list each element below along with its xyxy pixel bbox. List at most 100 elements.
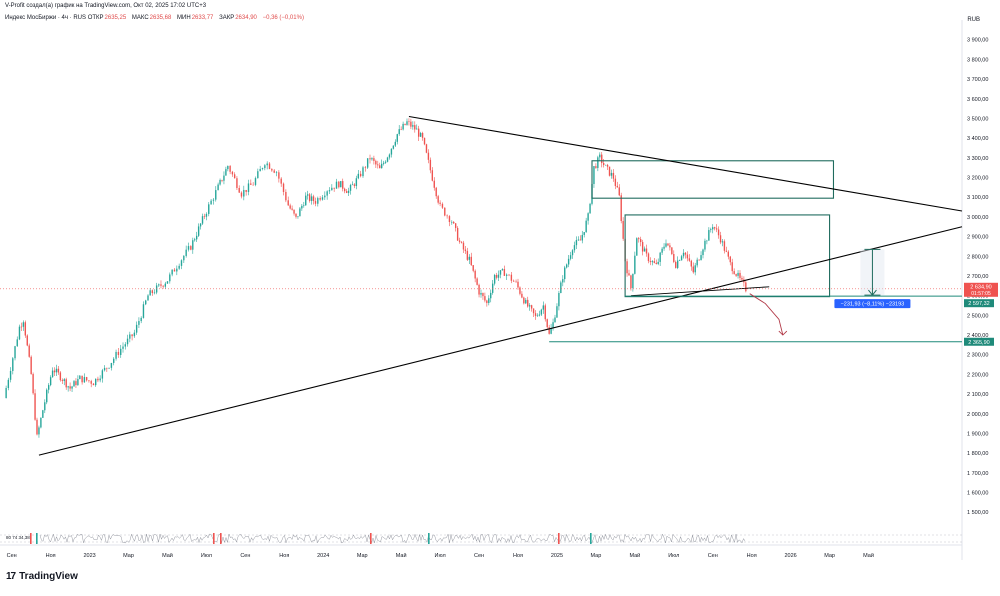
candle-body xyxy=(682,252,685,257)
tradingview-logo[interactable]: 17 TradingView xyxy=(6,571,78,582)
candle-body xyxy=(5,387,7,399)
osc-signal-marker xyxy=(428,533,430,544)
candle-body xyxy=(59,372,62,381)
x-tick-label: Сен xyxy=(708,553,718,559)
candle-body xyxy=(476,278,478,285)
candle-body xyxy=(446,215,448,217)
x-tick-label: 2024 xyxy=(317,553,329,559)
candle-body xyxy=(651,261,654,263)
candle-body xyxy=(158,284,160,286)
x-tick-label: Сен xyxy=(240,553,250,559)
candle-body xyxy=(435,187,437,197)
candle-body xyxy=(620,195,622,221)
candle-body xyxy=(321,197,324,200)
candle-body xyxy=(264,165,266,169)
candle-body xyxy=(142,304,145,318)
candle-body xyxy=(641,242,644,252)
candle-body xyxy=(129,334,131,339)
candle-body xyxy=(558,293,560,307)
candle-body xyxy=(630,275,632,289)
candle-body xyxy=(556,306,558,318)
osc-signal-marker xyxy=(30,533,32,544)
candle-body xyxy=(326,191,328,196)
candle-body xyxy=(319,198,321,200)
candle-body xyxy=(169,274,171,282)
candle-body xyxy=(448,216,451,222)
y-tick-label: 2 700,00 xyxy=(967,274,988,280)
candle-body xyxy=(567,258,570,265)
candle-body xyxy=(67,386,69,388)
candle-body xyxy=(554,317,556,323)
candle-body xyxy=(408,121,410,122)
candle-body xyxy=(497,274,500,278)
candle-body xyxy=(120,348,122,355)
osc-signal-marker xyxy=(220,533,222,544)
candle-body xyxy=(46,389,48,403)
candle-body xyxy=(195,235,198,240)
candle-body xyxy=(324,195,326,198)
candle-body xyxy=(419,133,422,137)
candle-body xyxy=(429,159,432,171)
candle-body xyxy=(480,293,482,295)
candle-body xyxy=(688,258,691,261)
candle-body xyxy=(495,275,498,278)
candle-body xyxy=(388,154,391,158)
bar-timer-label: 01:57:05 xyxy=(971,291,991,297)
candle-body xyxy=(484,296,486,301)
candle-body xyxy=(565,264,568,268)
candle-body xyxy=(725,250,728,252)
candle-body xyxy=(236,178,238,189)
x-tick-label: Мар xyxy=(357,553,368,559)
candle-body xyxy=(42,410,44,418)
candle-body xyxy=(482,293,484,297)
candle-body xyxy=(521,293,523,298)
x-tick-label: Июл xyxy=(668,553,679,559)
candle-body xyxy=(140,317,142,322)
candle-body xyxy=(12,358,14,371)
candle-body xyxy=(663,246,665,249)
oscillator-line xyxy=(39,533,746,544)
candle-body xyxy=(569,255,572,259)
candle-body xyxy=(501,269,504,271)
candle-body xyxy=(135,324,138,333)
candle-body xyxy=(719,235,722,243)
y-tick-label: 2 100,00 xyxy=(967,392,988,398)
candle-body xyxy=(81,375,83,383)
osc-signal-marker xyxy=(590,533,592,544)
candle-body xyxy=(133,332,136,337)
currency-label[interactable]: RUB xyxy=(967,17,980,23)
candle-body xyxy=(28,345,30,357)
candle-body xyxy=(634,255,636,274)
candle-body xyxy=(723,241,726,251)
x-tick-label: Мар xyxy=(591,553,602,559)
candle-body xyxy=(240,192,243,197)
y-tick-label: 3 400,00 xyxy=(967,136,988,142)
candle-body xyxy=(439,202,441,204)
candle-body xyxy=(593,166,595,185)
candle-body xyxy=(278,172,280,179)
y-tick-label: 1 900,00 xyxy=(967,431,988,437)
y-tick-label: 3 900,00 xyxy=(967,38,988,44)
candle-body xyxy=(655,262,657,264)
x-tick-label: Сен xyxy=(7,553,17,559)
candle-body xyxy=(285,191,287,201)
candle-body xyxy=(14,346,16,359)
x-tick-label: Ноя xyxy=(513,553,523,559)
candle-body xyxy=(205,213,208,217)
candle-body xyxy=(203,216,206,217)
candle-body xyxy=(371,158,373,160)
candle-body xyxy=(610,172,613,176)
candle-body xyxy=(702,249,704,256)
candle-body xyxy=(433,180,435,188)
candle-body xyxy=(421,133,424,138)
candle-body xyxy=(377,164,379,166)
candle-body xyxy=(355,178,358,186)
candle-body xyxy=(153,292,156,294)
candle-body xyxy=(353,184,356,186)
candle-body xyxy=(604,164,607,166)
y-tick-label: 3 300,00 xyxy=(967,156,988,162)
candle-body xyxy=(444,207,446,216)
candle-body xyxy=(164,283,167,287)
